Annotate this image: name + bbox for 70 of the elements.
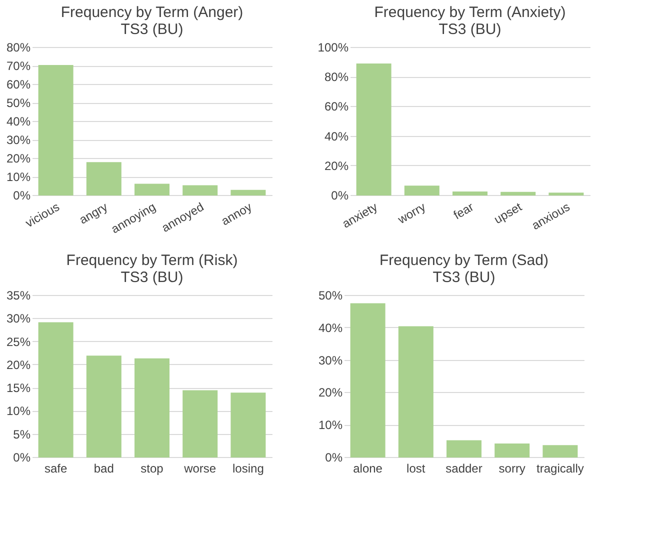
y-tick-label: 40%	[6, 114, 31, 128]
text: Frequency by Term (Anger)	[60, 4, 244, 21]
y-tick-label: 30%	[6, 133, 31, 147]
y-tick-label: 60%	[6, 78, 31, 92]
bar	[182, 390, 218, 458]
bar	[356, 64, 392, 196]
x-tick-label: bad	[94, 462, 114, 476]
bar	[500, 192, 536, 196]
bar	[182, 185, 218, 196]
bar	[86, 162, 122, 196]
y-tick-label: 80%	[324, 70, 349, 84]
bar	[38, 65, 74, 196]
x-tick-label: sorry	[498, 462, 526, 476]
bar	[134, 358, 170, 458]
x-tick-label: fear	[451, 200, 476, 222]
text: Frequency by Term (Anxiety)	[374, 4, 566, 21]
bar	[494, 444, 530, 458]
y-tick-label: 0%	[13, 188, 31, 202]
y-tick-label: 100%	[318, 40, 349, 54]
x-tick-label: lost	[406, 462, 426, 476]
y-tick-label: 20%	[6, 152, 31, 166]
bar	[134, 184, 170, 196]
bar	[398, 326, 434, 458]
y-tick-label: 20%	[318, 386, 343, 400]
bar	[446, 440, 482, 458]
y-tick-label: 15%	[6, 381, 31, 396]
y-tick-label: 50%	[318, 288, 343, 302]
x-tick-label: stop	[140, 462, 164, 476]
bar	[542, 445, 578, 458]
y-tick-label: 10%	[318, 418, 343, 432]
y-tick-label: 5%	[13, 427, 31, 442]
x-tick-label: losing	[232, 462, 264, 476]
y-tick-label: 25%	[6, 334, 31, 349]
x-tick-label: alone	[353, 462, 383, 476]
text: Frequency by Term (Risk)	[66, 252, 238, 269]
bar	[350, 303, 386, 458]
y-tick-label: 30%	[318, 353, 343, 368]
y-tick-label: 10%	[6, 170, 31, 184]
x-tick-label: upset	[492, 199, 525, 227]
bar	[452, 192, 488, 196]
x-tick-label: angry	[76, 200, 110, 227]
x-tick-label: safe	[44, 462, 68, 476]
y-tick-label: 80%	[6, 40, 31, 54]
y-tick-label: 40%	[318, 320, 343, 335]
bar	[38, 322, 74, 458]
y-tick-label: 0%	[331, 188, 349, 202]
y-tick-label: 60%	[324, 100, 349, 114]
y-tick-label: 70%	[6, 59, 31, 73]
bar	[230, 392, 266, 458]
bar	[404, 186, 440, 196]
text: TS3 (BU)	[120, 269, 184, 286]
y-tick-label: 10%	[6, 404, 31, 418]
y-tick-label: 0%	[13, 450, 31, 464]
x-tick-label: sadder	[446, 462, 482, 476]
y-tick-label: 40%	[324, 129, 349, 144]
y-tick-label: 20%	[6, 358, 31, 372]
text: TS3 (BU)	[438, 21, 502, 38]
y-tick-label: 35%	[6, 288, 31, 302]
x-tick-label: tragically	[536, 462, 584, 476]
bar	[86, 356, 122, 458]
text: TS3 (BU)	[432, 269, 496, 286]
x-tick-label: worse	[183, 462, 216, 476]
y-tick-label: 0%	[325, 450, 343, 464]
text: TS3 (BU)	[120, 21, 184, 38]
y-tick-label: 30%	[6, 312, 31, 326]
y-tick-label: 50%	[6, 96, 31, 110]
bar	[230, 190, 266, 196]
y-tick-label: 20%	[324, 158, 349, 173]
x-tick-label: worry	[394, 200, 428, 228]
text: Frequency by Term (Sad)	[380, 252, 548, 269]
